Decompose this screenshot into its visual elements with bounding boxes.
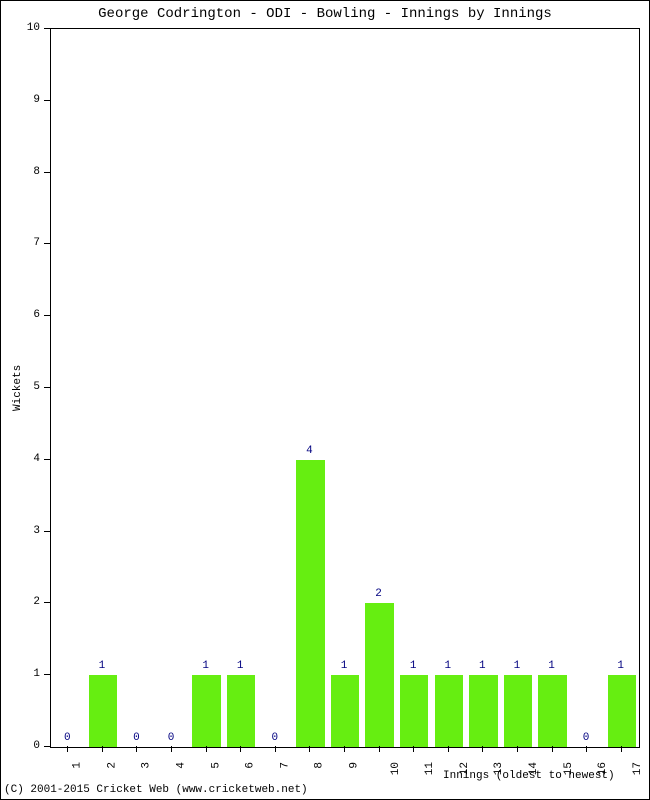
x-tick [413,746,414,752]
y-tick-label: 8 [16,166,40,178]
bar-value-label: 0 [168,732,175,744]
bar-value-label: 1 [444,660,451,672]
x-tick-label: 6 [245,762,257,769]
x-tick [206,746,207,752]
y-tick-label: 3 [16,525,40,537]
bar [192,675,220,747]
x-tick [344,746,345,752]
x-tick-label: 15 [563,762,575,775]
bar [227,675,255,747]
y-tick-label: 5 [16,381,40,393]
x-tick-label: 9 [349,762,361,769]
y-tick [44,602,50,603]
bar-value-label: 1 [237,660,244,672]
y-tick-label: 2 [16,596,40,608]
bar-value-label: 1 [410,660,417,672]
x-tick [309,746,310,752]
y-tick-label: 7 [16,237,40,249]
bar [296,460,324,747]
x-tick [240,746,241,752]
bar [331,675,359,747]
x-tick [171,746,172,752]
x-tick-label: 7 [279,762,291,769]
y-tick [44,531,50,532]
y-tick [44,28,50,29]
y-tick-label: 0 [16,740,40,752]
y-tick-label: 1 [16,668,40,680]
chart-title: George Codrington - ODI - Bowling - Inni… [0,6,650,22]
x-tick-label: 1 [72,762,84,769]
x-tick [621,746,622,752]
y-tick [44,100,50,101]
x-tick [102,746,103,752]
x-tick-label: 11 [424,762,436,775]
x-tick [67,746,68,752]
x-tick-label: 13 [494,762,506,775]
bar-value-label: 0 [583,732,590,744]
copyright-text: (C) 2001-2015 Cricket Web (www.cricketwe… [4,784,308,796]
bar-value-label: 1 [341,660,348,672]
bar [365,603,393,747]
bar-value-label: 0 [64,732,71,744]
y-tick [44,674,50,675]
x-tick-label: 2 [106,762,118,769]
bar-value-label: 1 [479,660,486,672]
x-tick-label: 5 [210,762,222,769]
x-tick-label: 3 [141,762,153,769]
x-tick [586,746,587,752]
bar-value-label: 2 [375,588,382,600]
bar-value-label: 1 [202,660,209,672]
y-tick [44,172,50,173]
y-tick-label: 4 [16,453,40,465]
y-tick [44,746,50,747]
bar-value-label: 1 [548,660,555,672]
plot-area [50,28,640,748]
bar-value-label: 0 [272,732,279,744]
x-tick-label: 16 [597,762,609,775]
y-tick [44,387,50,388]
y-tick-label: 6 [16,309,40,321]
y-tick [44,459,50,460]
x-tick [552,746,553,752]
bar-value-label: 4 [306,445,313,457]
x-tick-label: 14 [528,762,540,775]
x-tick [517,746,518,752]
x-tick [448,746,449,752]
y-tick [44,315,50,316]
x-tick-label: 8 [314,762,326,769]
bar-value-label: 1 [514,660,521,672]
x-tick-label: 10 [390,762,402,775]
y-tick-label: 9 [16,94,40,106]
x-tick [379,746,380,752]
y-tick [44,243,50,244]
bar-value-label: 1 [99,660,106,672]
x-tick-label: 12 [459,762,471,775]
x-tick [136,746,137,752]
bar [435,675,463,747]
x-tick-label: 4 [176,762,188,769]
bar [538,675,566,747]
bar [469,675,497,747]
x-tick [482,746,483,752]
bar-value-label: 0 [133,732,140,744]
bar [89,675,117,747]
y-tick-label: 10 [16,22,40,34]
x-tick-label: 17 [632,762,644,775]
bar [608,675,636,747]
x-tick [275,746,276,752]
bar-value-label: 1 [617,660,624,672]
bar [504,675,532,747]
bar [400,675,428,747]
